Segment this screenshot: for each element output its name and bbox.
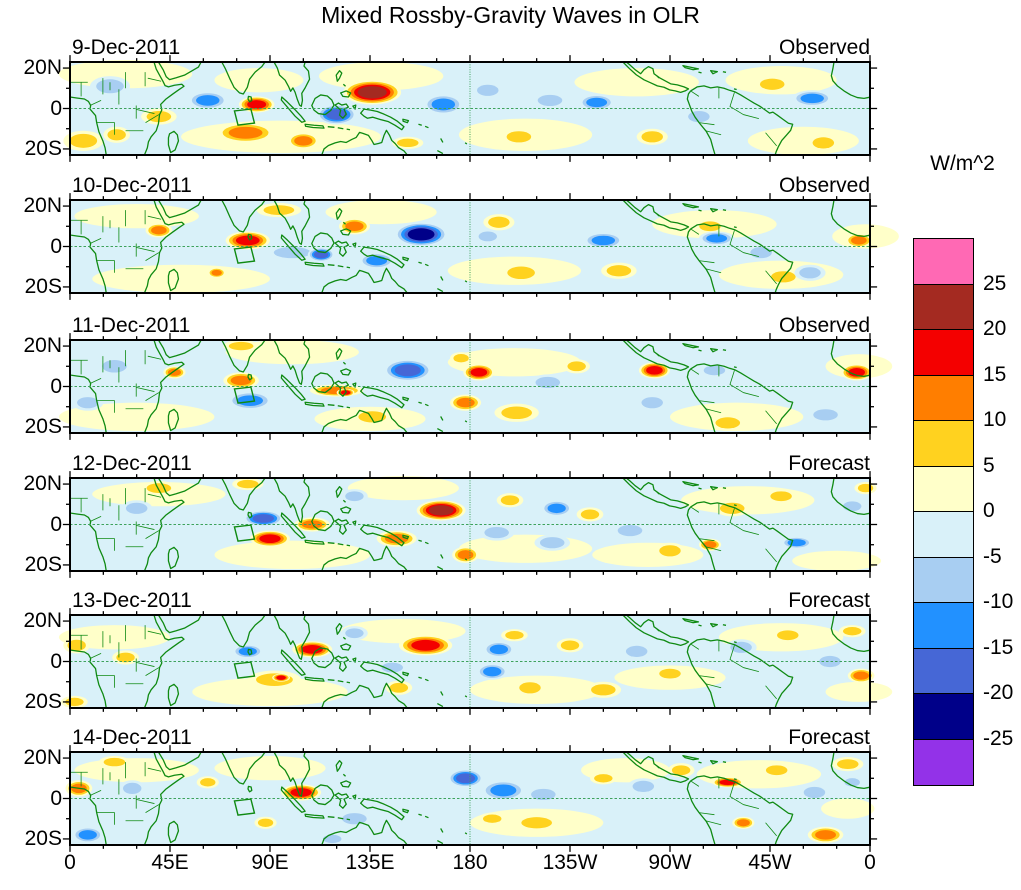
panel-source-label: Observed	[778, 36, 870, 59]
target-region-box	[234, 387, 254, 403]
colorbar-cell-6	[914, 512, 973, 558]
colorbar-cell-3	[914, 375, 973, 421]
colorbar-cell-2	[914, 330, 973, 376]
x-axis-tick-label: 0	[64, 851, 76, 874]
panel-source-label: Observed	[778, 314, 870, 337]
panel-date-label: 13-Dec-2011	[72, 589, 192, 612]
colorbar-cell-5	[914, 466, 973, 512]
map-panel-10-dec-2011	[70, 200, 899, 293]
x-axis-tick-label: 90W	[648, 851, 692, 874]
colorbar-tick-label: -25	[983, 726, 1014, 750]
panel-date-label: 12-Dec-2011	[72, 452, 192, 475]
colorbar-units-label: W/m^2	[930, 152, 995, 175]
colorbar-tick-label: -5	[983, 544, 1002, 568]
panel-date-label: 9-Dec-2011	[72, 36, 181, 59]
panel-source-label: Forecast	[788, 726, 870, 749]
colorbar-cell-4	[914, 421, 973, 467]
map-panel-12-dec-2011	[70, 478, 882, 571]
panel-source-label: Observed	[778, 174, 870, 197]
target-region-box	[234, 525, 254, 541]
map-panel-13-dec-2011	[58, 615, 893, 708]
y-axis-tick-label: 20N	[23, 56, 62, 80]
colorbar-tick-label: 10	[983, 408, 1007, 431]
panel-date-label: 14-Dec-2011	[72, 726, 192, 749]
colorbar-tick-label: 5	[983, 453, 995, 477]
y-axis-tick-label: 20S	[24, 826, 62, 850]
colorbar-cell-10	[914, 694, 973, 740]
x-axis-tick-label: 90E	[251, 851, 289, 874]
y-axis-tick-label: 20S	[24, 136, 62, 160]
colorbar-tick-label: -10	[983, 590, 1014, 613]
colorbar-cell-11	[914, 739, 973, 785]
colorbar	[913, 238, 974, 786]
colorbar-cell-7	[914, 557, 973, 603]
colorbar-tick-label: -15	[983, 635, 1014, 659]
colorbar-tick-label: 25	[983, 271, 1007, 295]
target-region-box	[234, 109, 254, 125]
colorbar-cell-9	[914, 648, 973, 694]
y-axis-tick-label: 20N	[23, 334, 62, 358]
y-axis-tick-label: 20S	[24, 414, 62, 438]
target-region-box	[234, 799, 254, 815]
y-axis-tick-label: 20S	[24, 689, 62, 713]
target-region-box	[234, 662, 254, 678]
colorbar-cell-8	[914, 603, 973, 649]
map-panel-9-dec-2011	[58, 62, 870, 155]
y-axis-tick-label: 20S	[24, 552, 62, 576]
target-region-box	[234, 247, 254, 263]
x-axis-tick-label: 45E	[151, 851, 189, 874]
map-panel-14-dec-2011	[70, 752, 870, 845]
panel-source-label: Forecast	[788, 452, 870, 475]
colorbar-tick-label: 15	[983, 362, 1007, 386]
panel-date-label: 11-Dec-2011	[72, 314, 191, 337]
x-axis-tick-label: 135W	[542, 851, 598, 874]
y-axis-tick-label: 20N	[23, 609, 62, 633]
x-axis-tick-label: 45W	[748, 851, 792, 874]
y-axis-tick-label: 20N	[23, 746, 62, 770]
panel-date-label: 10-Dec-2011	[72, 174, 192, 197]
colorbar-cell-0	[914, 239, 973, 285]
figure-title: Mixed Rossby-Gravity Waves in OLR	[321, 2, 700, 28]
x-axis-tick-label: 180	[452, 851, 488, 874]
map-panel-11-dec-2011	[58, 340, 893, 433]
y-axis-tick-label: 0	[50, 234, 62, 258]
colorbar-tick-label: 0	[983, 499, 995, 522]
y-axis-tick-label: 0	[50, 512, 62, 536]
y-axis-tick-label: 0	[50, 96, 62, 120]
y-axis-tick-label: 0	[50, 374, 62, 398]
colorbar-tick-label: -20	[983, 681, 1014, 704]
panel-source-label: Forecast	[788, 589, 870, 612]
x-axis-tick-label: 0	[864, 851, 876, 874]
colorbar-tick-label: 20	[983, 317, 1007, 340]
y-axis-tick-label: 20N	[23, 194, 62, 218]
colorbar-cell-1	[914, 284, 973, 330]
y-axis-tick-label: 20N	[23, 472, 62, 496]
x-axis-tick-label: 135E	[345, 851, 395, 874]
y-axis-tick-label: 0	[50, 649, 62, 673]
y-axis-tick-label: 20S	[24, 274, 62, 298]
y-axis-tick-label: 0	[50, 786, 62, 810]
